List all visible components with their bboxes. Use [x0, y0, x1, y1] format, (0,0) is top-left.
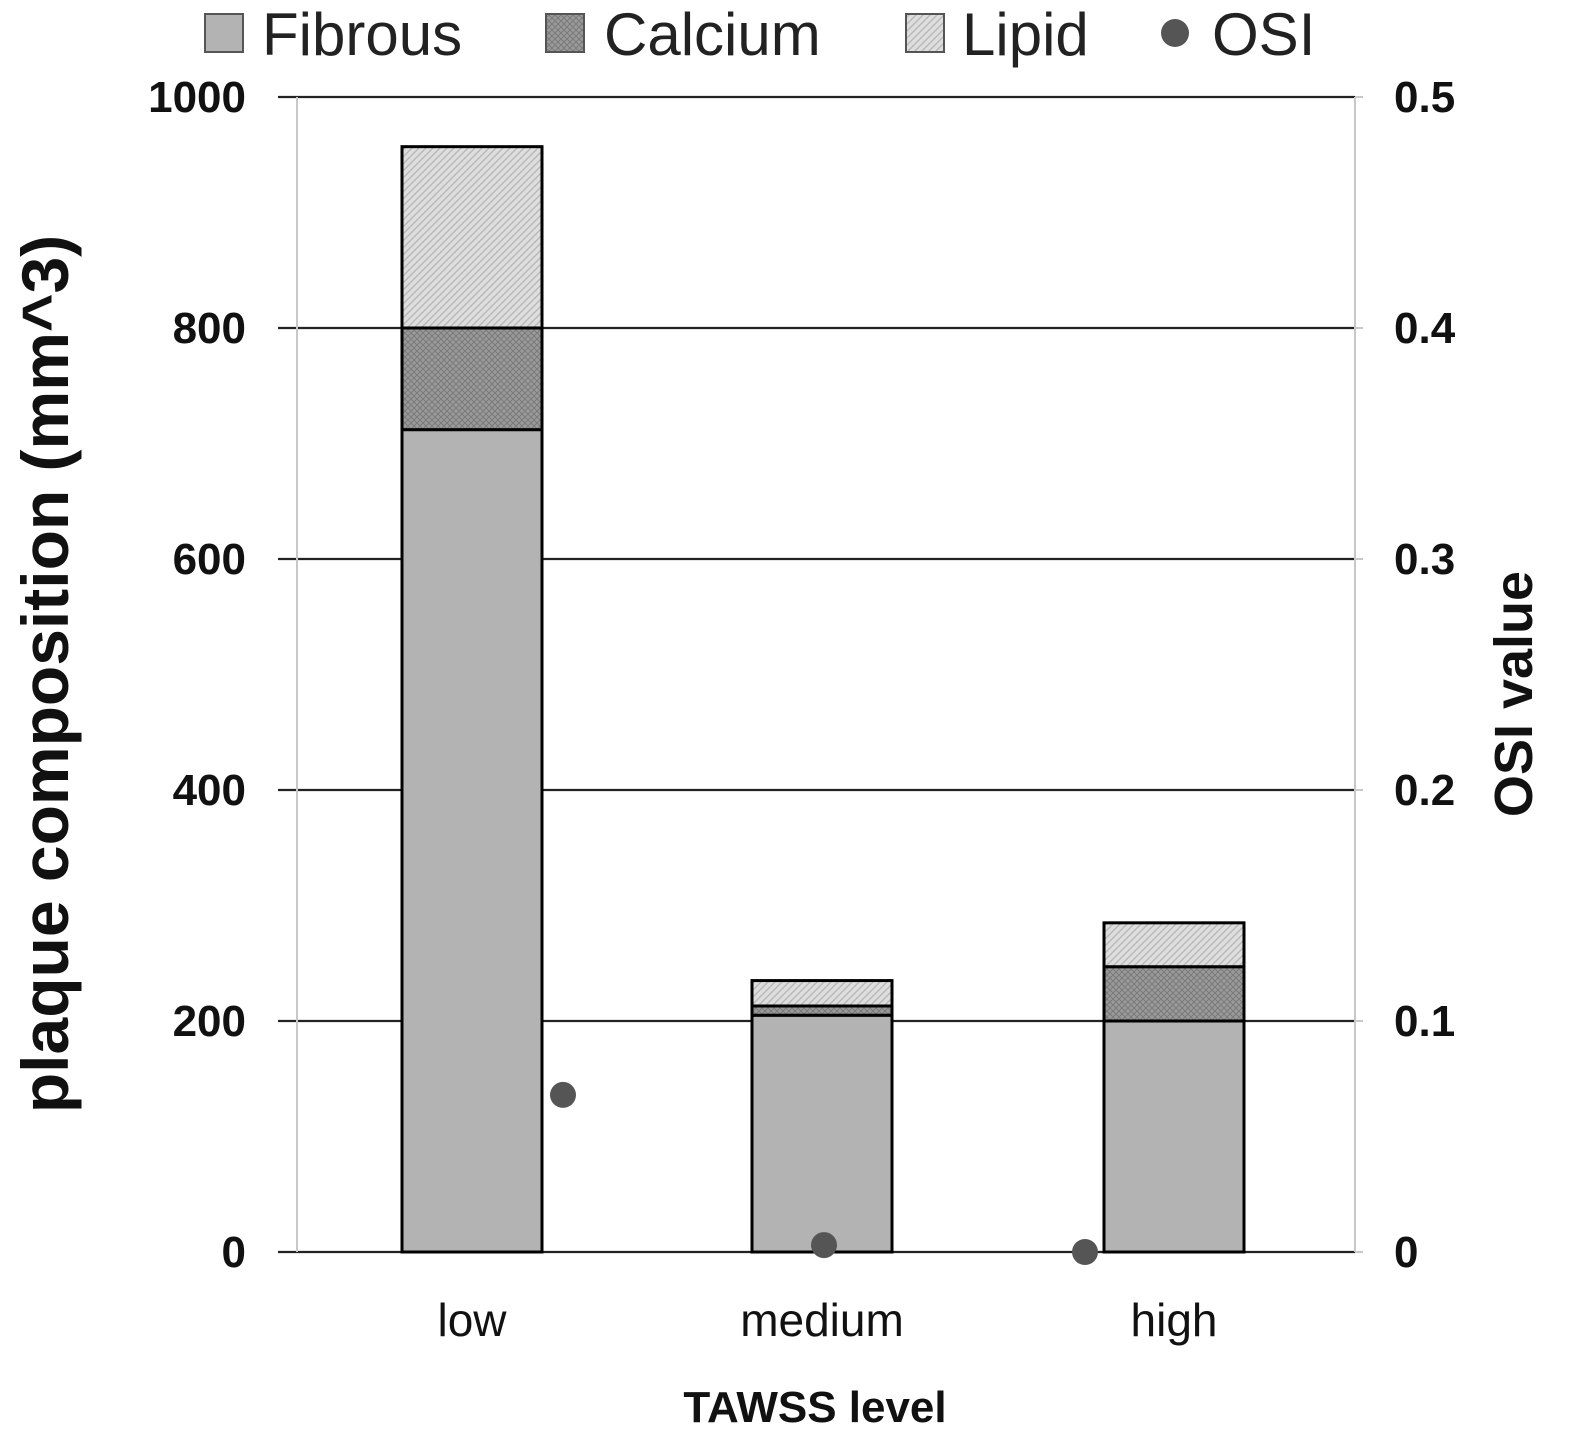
legend-label-lipid: Lipid	[962, 1, 1089, 68]
y-tick-label: 200	[173, 997, 246, 1046]
legend-label-osi: OSI	[1212, 1, 1315, 68]
osi-points	[550, 1081, 1098, 1265]
legend-swatch-lipid	[905, 13, 945, 53]
osi-point-high	[1072, 1239, 1098, 1265]
bar-fibrous-high	[1102, 1019, 1246, 1254]
y2-tick-label: 0.1	[1394, 997, 1455, 1046]
bar-fibrous-low	[400, 428, 544, 1254]
legend: Fibrous Calcium Lipid OSI	[204, 1, 1315, 68]
legend-swatch-fibrous	[204, 13, 244, 53]
bars	[400, 145, 1246, 1254]
bar-lipid-low	[400, 145, 544, 330]
x-axis-title: TAWSS level	[683, 1383, 946, 1432]
y2-tick-label: 0.3	[1394, 535, 1455, 584]
legend-label-fibrous: Fibrous	[262, 1, 462, 68]
bar-calcium-low	[400, 326, 544, 432]
legend-swatch-osi	[1161, 19, 1189, 47]
bar-lipid-medium	[750, 979, 894, 1008]
left-axis-ticks: 0 200 400 600 800 1000	[148, 73, 246, 1277]
y-axis-title: plaque composition (mm^3)	[8, 235, 82, 1113]
y2-tick-label: 0.5	[1394, 73, 1455, 122]
y-tick-label: 400	[173, 766, 246, 815]
x-tick-label: high	[1131, 1294, 1218, 1346]
right-axis-ticks: 0 0.1 0.2 0.3 0.4 0.5	[1355, 73, 1456, 1277]
osi-point-low	[550, 1081, 576, 1108]
y-tick-label: 1000	[148, 73, 246, 122]
bar-lipid-high	[1102, 921, 1246, 969]
bar-calcium-high	[1102, 965, 1246, 1023]
bar-fibrous-medium	[750, 1013, 894, 1254]
legend-label-calcium: Calcium	[604, 1, 821, 68]
x-tick-label: low	[437, 1294, 507, 1346]
category-labels: low medium high	[437, 1294, 1217, 1346]
osi-point-medium	[811, 1232, 837, 1259]
y2-tick-label: 0.2	[1394, 766, 1455, 815]
y2-tick-label: 0	[1394, 1228, 1418, 1277]
y-tick-label: 0	[222, 1228, 246, 1277]
y-tick-label: 600	[173, 535, 246, 584]
y2-tick-label: 0.4	[1394, 304, 1456, 353]
x-tick-label: medium	[740, 1294, 904, 1346]
legend-swatch-calcium	[545, 13, 585, 53]
y-tick-label: 800	[173, 304, 246, 353]
y2-axis-title: OSI value	[1484, 571, 1544, 817]
